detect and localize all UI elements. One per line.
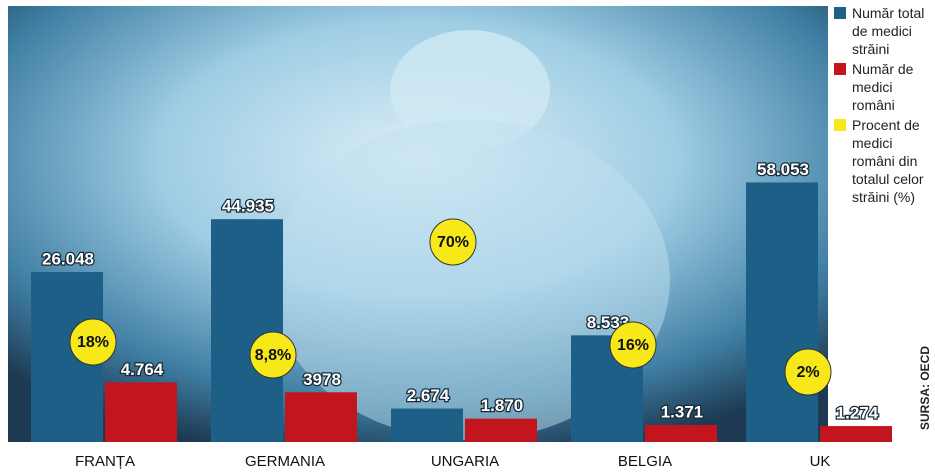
bar [105,382,177,442]
value-label: 1.870 [481,396,524,415]
percent-label: 2% [796,364,819,381]
legend-swatch [834,7,846,19]
value-label: 2.674 [407,386,450,405]
bar [391,409,463,442]
bar [465,419,537,442]
value-label: 1.274 [836,404,879,423]
percent-label: 8,8% [255,347,291,364]
value-label: 1.371 [661,402,704,421]
x-tick-label: GERMANIA [245,453,325,470]
legend-label: Procent de medici români din totalul cel… [852,117,924,205]
x-tick-label: UK [810,453,831,470]
legend-item: Număr total de medici străini [834,4,934,58]
bar [820,426,892,442]
legend-swatch [834,119,846,131]
x-tick-label: UNGARIA [431,453,499,470]
bar [285,392,357,442]
percent-label: 70% [437,234,469,251]
source: SURSA: OECD [918,346,932,430]
percent-label: 18% [77,334,109,351]
chart: FRANȚA 26.048 4.764 18% GERMANIA 44.935 3978 8,… [0,0,935,475]
bar [645,425,717,442]
bar [746,182,818,442]
legend-item: Procent de medici români din totalul cel… [834,116,934,206]
legend-item: Număr de medici români [834,60,934,114]
legend-label: Număr total de medici străini [852,5,924,57]
infographic: FRANȚA 26.048 4.764 18% GERMANIA 44.935 3978 8,… [0,0,935,475]
value-label: 44.935 [222,197,274,216]
value-label: 58.053 [757,160,809,179]
legend-swatch [834,63,846,75]
x-tick-label: FRANȚA [75,453,135,470]
legend-label: Număr de medici români [852,61,913,113]
value-label: 4.764 [121,360,164,379]
value-label: 26.048 [42,250,94,269]
bar [211,219,283,442]
x-tick-label: BELGIA [618,453,672,470]
value-label: 3978 [303,370,341,389]
percent-label: 16% [617,337,649,354]
